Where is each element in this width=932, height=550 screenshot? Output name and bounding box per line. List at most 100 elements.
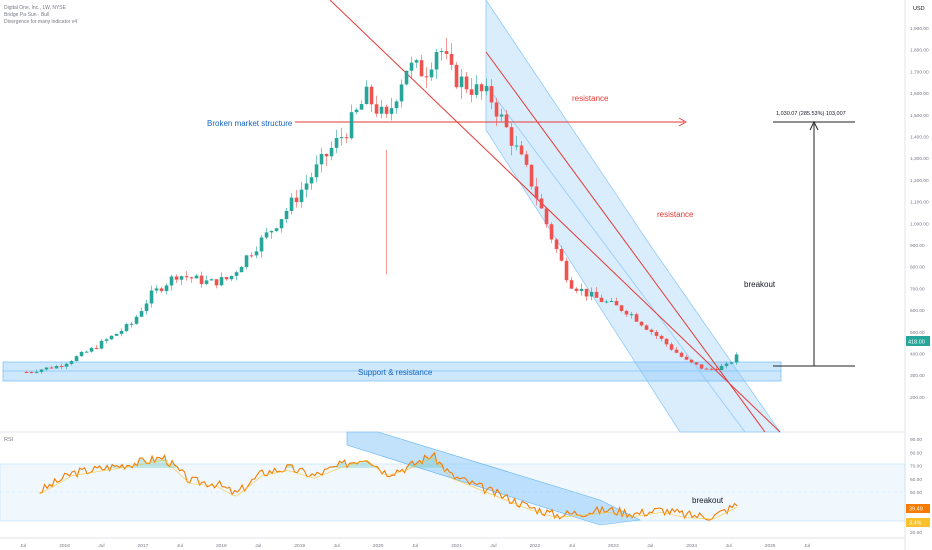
candle-body-50 xyxy=(274,228,279,231)
candle-body-14 xyxy=(94,347,99,349)
candle-body-90 xyxy=(474,84,479,95)
candle-body-93 xyxy=(489,86,494,103)
candle-body-80 xyxy=(424,76,429,78)
candle-body-55 xyxy=(299,189,304,203)
candle-body-111 xyxy=(579,288,584,291)
candle-body-28 xyxy=(164,285,169,292)
time-tick-10: Jul xyxy=(412,543,418,549)
indicator-line-2: Bridge Pa·Sun · Bull xyxy=(4,12,49,18)
rsi-value-text-2: 3.4% xyxy=(909,521,922,527)
candle-body-107 xyxy=(559,249,564,261)
candle-body-31 xyxy=(179,276,184,280)
candle-body-48 xyxy=(264,232,269,238)
support-resistance-zone xyxy=(2,361,782,382)
candle-body-24 xyxy=(144,303,149,312)
candle-body-94 xyxy=(494,102,499,117)
rsi-descending-channel xyxy=(346,431,642,526)
candle-body-105 xyxy=(549,224,554,240)
candle-body-21 xyxy=(129,323,134,325)
resistance-trendline-inner xyxy=(485,51,766,433)
candle-body-0 xyxy=(24,372,29,373)
candle-body-27 xyxy=(159,288,164,292)
price-tick-10: 900.00 xyxy=(910,243,925,249)
candle-body-77 xyxy=(409,62,414,71)
time-tick-5: 2018 xyxy=(216,543,227,549)
candle-body-123 xyxy=(639,321,644,326)
candle-body-33 xyxy=(189,277,194,279)
candle-body-130 xyxy=(674,349,679,353)
candle-body-139 xyxy=(719,365,724,370)
price-tick-1: 1,800.00 xyxy=(910,48,929,54)
measure-label: 1,030.07 (285.53%) 103,007 xyxy=(776,111,846,117)
candle-body-117 xyxy=(609,301,614,303)
candle-body-104 xyxy=(544,208,549,225)
candle-body-100 xyxy=(524,154,529,165)
candle-body-119 xyxy=(619,305,624,311)
candle-body-9 xyxy=(69,361,74,364)
candle-body-86 xyxy=(454,64,459,88)
candle-body-66 xyxy=(354,109,359,113)
candle-body-75 xyxy=(399,84,404,102)
candle-body-71 xyxy=(379,106,384,114)
candle-body-124 xyxy=(644,325,649,330)
price-tick-4: 1,500.00 xyxy=(910,113,929,119)
time-tick-18: Jul xyxy=(726,543,732,549)
candle-body-106 xyxy=(554,239,559,250)
candle-body-84 xyxy=(444,51,449,54)
resistance-label-1: resistance xyxy=(572,94,609,103)
time-tick-19: 2025 xyxy=(765,543,776,549)
candle-body-26 xyxy=(154,288,159,291)
candle-body-67 xyxy=(359,104,364,110)
candle-body-79 xyxy=(419,60,424,77)
time-axis[interactable]: Jul 2016 Jul 2017 Jul 2018 Jul 2019 Jul 2020 Jul 20… xyxy=(20,543,810,549)
candle-body-92 xyxy=(484,86,489,92)
time-tick-2: Jul xyxy=(98,543,104,549)
candle-body-7 xyxy=(59,366,64,368)
time-tick-3: 2017 xyxy=(138,543,149,549)
candle-body-126 xyxy=(654,331,659,336)
candle-body-10 xyxy=(74,356,79,362)
candle-body-97 xyxy=(509,127,514,146)
price-tick-8: 1,100.00 xyxy=(910,200,929,206)
candles-group xyxy=(24,38,739,374)
candle-body-88 xyxy=(464,76,469,90)
candle-body-58 xyxy=(314,164,319,178)
time-tick-15: 2023 xyxy=(608,543,619,549)
candle-body-118 xyxy=(614,301,619,306)
candle-body-57 xyxy=(309,177,314,184)
symbol-title: Digital One, Inc., 1W, NYSE xyxy=(4,5,67,11)
price-tick-16: 300.00 xyxy=(910,373,925,379)
rsi-tick-0: 90.00 xyxy=(910,437,922,443)
support-resistance-label: Support & resistance xyxy=(358,368,433,377)
time-tick-8: Jul xyxy=(334,543,340,549)
channel-midline xyxy=(485,84,746,433)
resistance-label-2: resistance xyxy=(657,210,694,219)
rsi-tick-1: 80.00 xyxy=(910,450,922,456)
time-tick-16: Jul xyxy=(647,543,653,549)
price-axis[interactable]: 1,900.00 1,800.00 1,700.00 1,600.00 1,500.00… xyxy=(910,26,929,401)
candle-body-15 xyxy=(99,340,104,349)
candle-body-64 xyxy=(344,137,349,139)
rsi-moving-average xyxy=(39,456,738,520)
candle-body-101 xyxy=(529,164,534,187)
rsi-value-badge-2 xyxy=(906,518,930,527)
time-tick-11: 2021 xyxy=(451,543,462,549)
candle-body-83 xyxy=(439,51,444,53)
candle-body-40 xyxy=(224,277,229,280)
time-tick-4: Jul xyxy=(177,543,183,549)
price-tick-11: 800.00 xyxy=(910,265,925,271)
candle-body-91 xyxy=(479,84,484,92)
candle-body-142 xyxy=(734,354,739,363)
candle-body-22 xyxy=(134,316,139,324)
candle-body-122 xyxy=(634,314,639,322)
candle-body-99 xyxy=(519,145,524,155)
price-tick-6: 1,300.00 xyxy=(910,156,929,162)
candle-body-78 xyxy=(414,60,419,63)
candle-body-16 xyxy=(104,339,109,341)
candle-body-20 xyxy=(124,324,129,331)
price-tick-15: 400.00 xyxy=(910,352,925,358)
candle-body-109 xyxy=(569,280,574,289)
rsi-tick-4: 50.00 xyxy=(910,490,922,496)
